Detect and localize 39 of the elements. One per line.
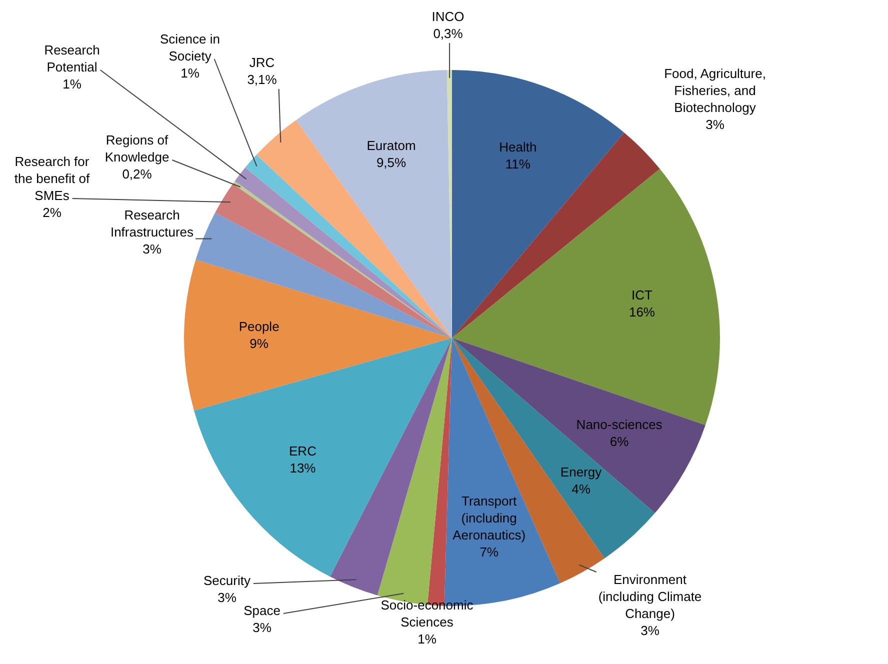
data-label: 3% — [142, 242, 162, 257]
slice-label: Energy — [560, 464, 602, 480]
slice-label: Security — [204, 573, 251, 588]
slice-label: Space — [244, 603, 280, 618]
slice-label: Environment (including Climate Change) — [598, 572, 702, 622]
data-label: 9,5% — [376, 154, 407, 170]
slice-label: Research Infrastructures — [110, 208, 194, 240]
data-label: 0,2% — [122, 166, 152, 182]
data-label: 0,3% — [433, 26, 464, 42]
data-label: 9% — [250, 336, 269, 351]
data-label: 3% — [640, 623, 660, 638]
data-label: 3% — [218, 590, 237, 606]
slice-label: Food, Agriculture, Fisheries, and Biotechnology — [664, 66, 766, 116]
data-label: 1% — [62, 76, 82, 92]
data-label: 4% — [572, 482, 591, 497]
data-label: 13% — [290, 460, 316, 476]
data-label: 2% — [42, 205, 62, 220]
slice-label: JRC — [249, 55, 275, 70]
slice-label: Regions of Knowledge — [104, 132, 170, 165]
slice-label: ICT — [632, 287, 653, 302]
slice-label: Health — [499, 140, 537, 155]
data-label: 7% — [480, 544, 499, 560]
slice-label: ERC — [289, 443, 316, 458]
data-label: 3% — [706, 117, 725, 132]
slice-label: People — [238, 318, 280, 334]
slice-label: Euratom — [366, 138, 416, 153]
data-label: 1% — [180, 66, 200, 81]
slice-label: Nano-sciences — [576, 417, 663, 432]
slice-label: Research Potential — [44, 42, 100, 75]
slice-label: Research for the benefit of SMEs — [14, 154, 90, 204]
slice-label: Science in Society — [160, 32, 220, 64]
slice-label: Transport (including Aeronautics) — [452, 493, 526, 542]
data-label: 6% — [610, 434, 630, 450]
slice-label: INCO — [432, 9, 464, 24]
data-label: 3,1% — [247, 72, 278, 88]
data-label: 16% — [628, 304, 656, 320]
data-label: 3% — [252, 620, 272, 636]
data-label: 1% — [418, 632, 437, 647]
data-label: 11% — [505, 156, 531, 172]
